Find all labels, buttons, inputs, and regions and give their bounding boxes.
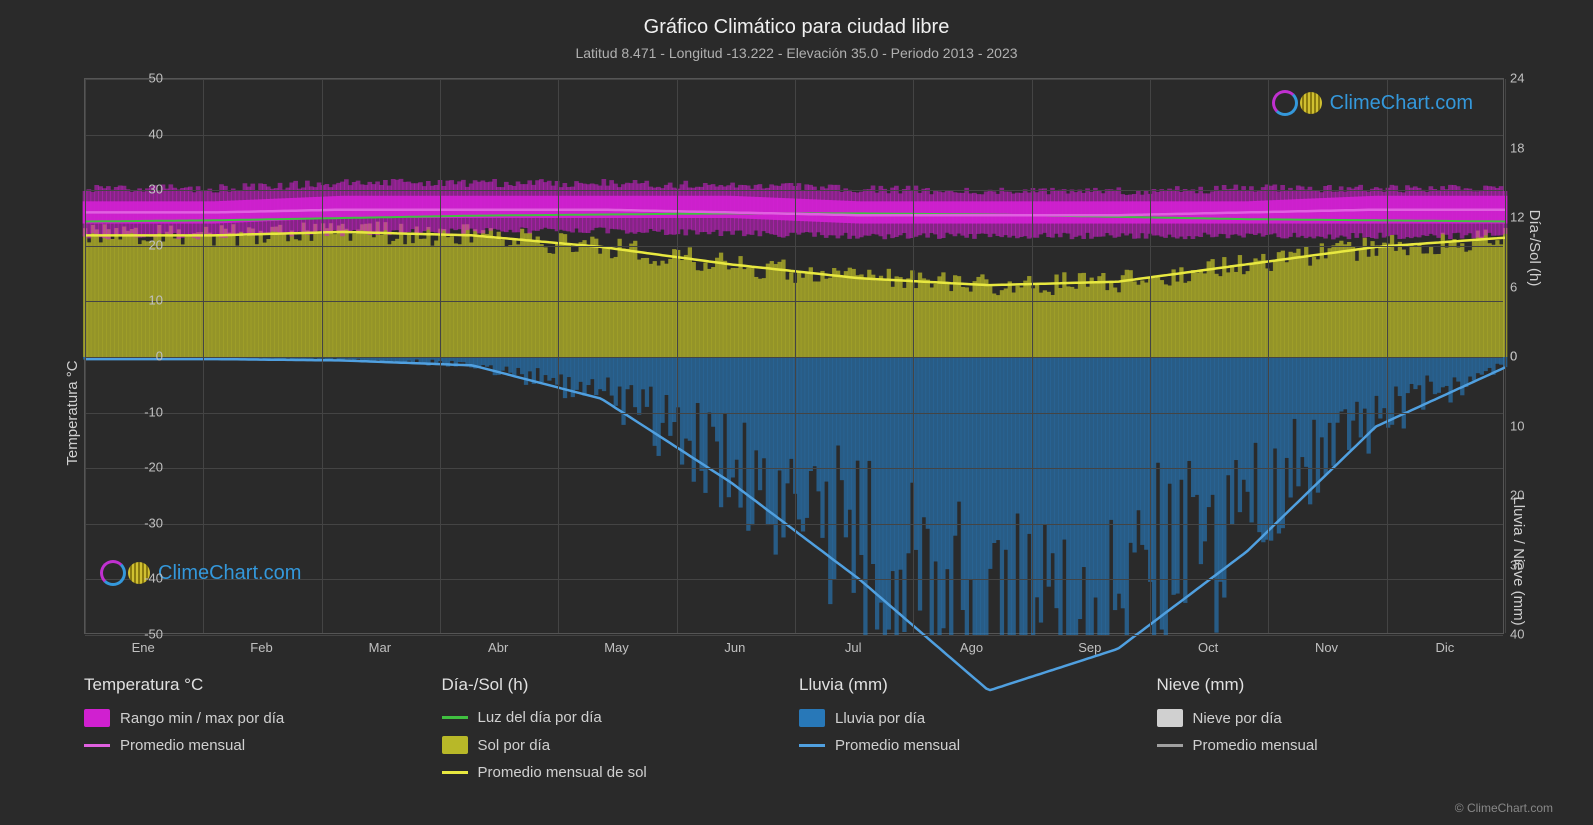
y-tick-left: 0: [123, 349, 163, 364]
y-tick-left: 10: [123, 293, 163, 308]
x-tick-month: Abr: [488, 640, 508, 655]
y-tick-right-bottom: 20: [1510, 488, 1524, 503]
y-tick-left: 40: [123, 126, 163, 141]
x-tick-month: Sep: [1078, 640, 1101, 655]
legend-item-rain: Lluvia por día: [799, 709, 1147, 727]
y-tick-left: 30: [123, 182, 163, 197]
chart-svg: [85, 79, 1503, 633]
legend-col-snow: Nieve (mm) Nieve por día Promedio mensua…: [1157, 675, 1505, 781]
legend-item-sun: Sol por día: [442, 736, 790, 754]
legend-swatch-sun: [442, 736, 468, 754]
plot-area: [84, 78, 1504, 634]
legend-label: Promedio mensual: [835, 737, 960, 754]
legend-label: Luz del día por día: [478, 709, 602, 726]
legend-label: Rango min / max por día: [120, 710, 284, 727]
legend-item-rain-avg: Promedio mensual: [799, 737, 1147, 754]
legend-header-rain: Lluvia (mm): [799, 675, 1147, 695]
y-tick-right-bottom: 40: [1510, 627, 1524, 642]
y-tick-right-top: 24: [1510, 71, 1524, 86]
y-tick-right-bottom: 0: [1510, 349, 1517, 364]
legend-label: Promedio mensual: [120, 737, 245, 754]
x-tick-month: Nov: [1315, 640, 1338, 655]
legend-header-snow: Nieve (mm): [1157, 675, 1505, 695]
y-tick-left: -10: [123, 404, 163, 419]
y-tick-left: 50: [123, 71, 163, 86]
legend-swatch-snow: [1157, 709, 1183, 727]
x-tick-month: Oct: [1198, 640, 1218, 655]
brand-ring-icon: [1272, 90, 1298, 116]
x-tick-month: Jun: [724, 640, 745, 655]
copyright: © ClimeChart.com: [1455, 801, 1553, 815]
legend-area: Temperatura °C Rango min / max por día P…: [84, 675, 1504, 781]
legend-line-rain-avg: [799, 744, 825, 747]
y-tick-right-bottom: 30: [1510, 557, 1524, 572]
legend-swatch-rain: [799, 709, 825, 727]
y-tick-right-top: 12: [1510, 210, 1524, 225]
x-tick-month: May: [604, 640, 629, 655]
chart-title: Gráfico Climático para ciudad libre: [0, 0, 1593, 39]
legend-label: Promedio mensual: [1193, 737, 1318, 754]
y-tick-left: 20: [123, 237, 163, 252]
legend-line-daylight: [442, 716, 468, 719]
legend-label: Sol por día: [478, 737, 551, 754]
y-tick-right-bottom: 10: [1510, 418, 1524, 433]
legend-label: Lluvia por día: [835, 710, 925, 727]
legend-line-sun-avg: [442, 771, 468, 774]
legend-col-rain: Lluvia (mm) Lluvia por día Promedio mens…: [799, 675, 1147, 781]
y-axis-left-label: Temperatura °C: [64, 360, 81, 465]
watermark-text: ClimeChart.com: [158, 562, 301, 585]
x-tick-month: Dic: [1435, 640, 1454, 655]
x-tick-month: Jul: [845, 640, 862, 655]
watermark-text: ClimeChart.com: [1330, 92, 1473, 115]
legend-item-daylight: Luz del día por día: [442, 709, 790, 726]
watermark-top: ClimeChart.com: [1272, 90, 1473, 116]
y-tick-left: -20: [123, 460, 163, 475]
legend-col-temperature: Temperatura °C Rango min / max por día P…: [84, 675, 432, 781]
legend-label: Promedio mensual de sol: [478, 764, 647, 781]
y-axis-right-top-label: Día-/Sol (h): [1526, 209, 1543, 286]
y-tick-right-top: 18: [1510, 140, 1524, 155]
legend-line-temp-avg: [84, 744, 110, 747]
legend-header-day: Día-/Sol (h): [442, 675, 790, 695]
climate-chart: Gráfico Climático para ciudad libre Lati…: [0, 0, 1593, 825]
x-tick-month: Ago: [960, 640, 983, 655]
brand-sun-icon: [1300, 92, 1322, 114]
legend-item-sun-avg: Promedio mensual de sol: [442, 764, 790, 781]
y-tick-left: -40: [123, 571, 163, 586]
y-tick-left: -30: [123, 515, 163, 530]
legend-item-temp-avg: Promedio mensual: [84, 737, 432, 754]
legend-line-snow-avg: [1157, 744, 1183, 747]
legend-item-temp-range: Rango min / max por día: [84, 709, 432, 727]
legend-header-temp: Temperatura °C: [84, 675, 432, 695]
x-tick-month: Mar: [369, 640, 391, 655]
legend-label: Nieve por día: [1193, 710, 1282, 727]
legend-swatch-temp-range: [84, 709, 110, 727]
x-tick-month: Ene: [132, 640, 155, 655]
legend-item-snow: Nieve por día: [1157, 709, 1505, 727]
chart-subtitle: Latitud 8.471 - Longitud -13.222 - Eleva…: [0, 39, 1593, 61]
y-tick-right-top: 6: [1510, 279, 1517, 294]
legend-item-snow-avg: Promedio mensual: [1157, 737, 1505, 754]
x-tick-month: Feb: [250, 640, 272, 655]
legend-col-day: Día-/Sol (h) Luz del día por día Sol por…: [442, 675, 790, 781]
